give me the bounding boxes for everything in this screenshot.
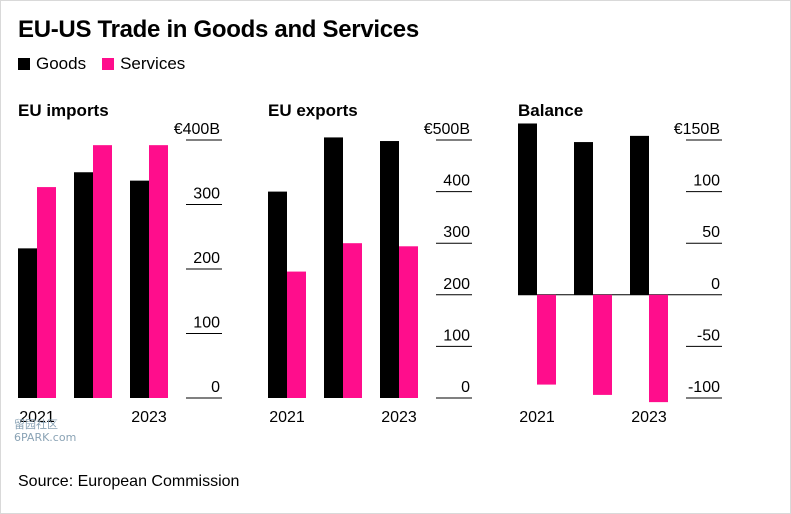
chart-title: EU-US Trade in Goods and Services bbox=[18, 16, 419, 43]
panel-1-ytick-label: 400 bbox=[443, 173, 470, 190]
panel-0-ytick-label: 0 bbox=[211, 379, 220, 396]
panel-0-bar-services-2021 bbox=[37, 187, 56, 398]
panel-2-ytick-label: -100 bbox=[688, 379, 720, 396]
panel-0-xtick-label: 2021 bbox=[19, 409, 55, 426]
legend-swatch-goods bbox=[18, 58, 30, 70]
panel-1-ytick-label: 100 bbox=[443, 327, 470, 344]
panel-0-bar-goods-2023 bbox=[130, 180, 149, 398]
panel-0-bar-services-2023 bbox=[149, 145, 168, 398]
legend: Goods Services bbox=[18, 54, 185, 74]
panel-2-bar-goods-2023 bbox=[630, 135, 649, 295]
panel-title-eu-imports: EU imports bbox=[18, 101, 109, 120]
panel-1-bar-goods-2023 bbox=[380, 141, 399, 399]
panel-title-eu-exports: EU exports bbox=[268, 101, 358, 120]
panel-1-bar-goods-2022 bbox=[324, 137, 343, 399]
panel-0-ytick-label: 200 bbox=[193, 250, 220, 267]
legend-swatch-services bbox=[102, 58, 115, 70]
panel-1-xtick-label: 2023 bbox=[381, 409, 417, 426]
panel-2-xtick-label: 2021 bbox=[519, 409, 555, 426]
panel-2-bar-services-2021 bbox=[537, 294, 556, 385]
panel-1-bar-goods-2021 bbox=[268, 191, 287, 398]
panel-2-bar-goods-2021 bbox=[518, 123, 537, 295]
panel-0-bar-services-2022 bbox=[93, 145, 112, 398]
watermark-line-1: 留园社区 bbox=[14, 418, 58, 431]
legend-item-services: Services bbox=[102, 54, 185, 74]
panel-1-bar-services-2023 bbox=[399, 246, 418, 398]
source-note: Source: European Commission bbox=[18, 473, 240, 490]
panel-2-bar-services-2023 bbox=[649, 294, 668, 403]
panel-0-ytick-label: 100 bbox=[193, 315, 220, 332]
panel-1-bar-services-2022 bbox=[343, 243, 362, 398]
panel-0-bar-goods-2021 bbox=[18, 248, 37, 398]
panel-2-ytick-label: -50 bbox=[697, 327, 720, 344]
panel-0-bar-goods-2022 bbox=[74, 172, 93, 398]
panel-2-bar-services-2022 bbox=[593, 294, 612, 395]
panel-2-ytick-label: 0 bbox=[711, 276, 720, 293]
legend-item-goods: Goods bbox=[18, 54, 86, 74]
panel-1-ytick-label: 300 bbox=[443, 224, 470, 241]
panel-1-ytick-label: 0 bbox=[461, 379, 470, 396]
panel-1-bar-services-2021 bbox=[287, 271, 306, 398]
panel-2-ytick-label: 100 bbox=[693, 173, 720, 190]
legend-label-services: Services bbox=[120, 54, 186, 73]
watermark-line-2: 6PARK.com bbox=[14, 431, 77, 444]
panel-1-xtick-label: 2021 bbox=[269, 409, 305, 426]
panel-0-xtick-label: 2023 bbox=[131, 409, 167, 426]
panel-1-ytick-label: €500B bbox=[424, 121, 470, 138]
panel-2-ytick-label: €150B bbox=[674, 121, 720, 138]
panel-0-ytick-label: €400B bbox=[174, 121, 220, 138]
panel-2-xtick-label: 2023 bbox=[631, 409, 667, 426]
panel-2-ytick-label: 50 bbox=[702, 224, 720, 241]
panel-title-balance: Balance bbox=[518, 101, 584, 120]
panel-0-ytick-label: 300 bbox=[193, 186, 220, 203]
watermark: 留园社区 6PARK.com bbox=[14, 418, 76, 444]
panel-1-ytick-label: 200 bbox=[443, 276, 470, 293]
legend-label-goods: Goods bbox=[36, 54, 87, 73]
panel-2-bar-goods-2022 bbox=[574, 142, 593, 295]
